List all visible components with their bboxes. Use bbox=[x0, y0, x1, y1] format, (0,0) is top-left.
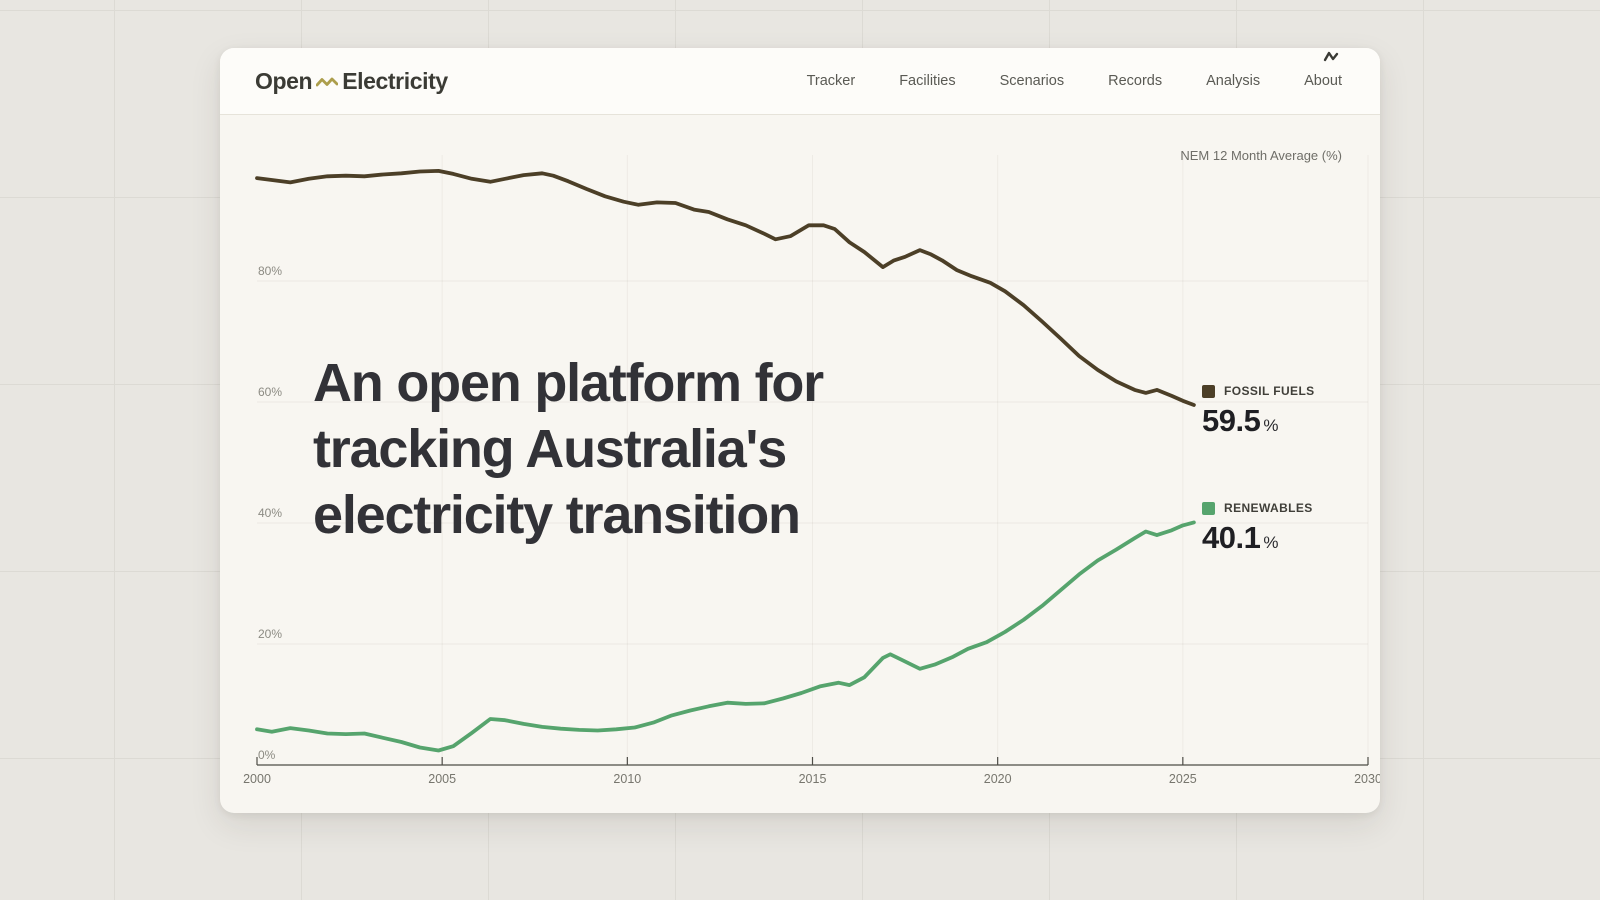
logo-link[interactable]: Open Electricity bbox=[255, 68, 448, 95]
legend-renewables: RENEWABLES 40.1% bbox=[1202, 501, 1313, 556]
renewables-value: 40.1% bbox=[1202, 520, 1278, 555]
x-axis-tick-label: 2025 bbox=[1168, 772, 1197, 786]
logo-text-open: Open bbox=[255, 67, 313, 94]
main-nav: Tracker Facilities Scenarios Records Ana… bbox=[807, 73, 1342, 89]
renewables-unit: % bbox=[1263, 533, 1278, 552]
fossil-fuels-label: FOSSIL FUELS bbox=[1224, 384, 1315, 398]
site-header: Open Electricity Tracker Facilities Scen… bbox=[220, 48, 1380, 115]
y-axis-tick-label: 80% bbox=[258, 264, 283, 278]
fossil-fuels-unit: % bbox=[1263, 416, 1278, 435]
nav-item-facilities[interactable]: Facilities bbox=[899, 73, 956, 89]
legend-fossil-fuels: FOSSIL FUELS 59.5% bbox=[1202, 384, 1315, 439]
fossil-fuels-swatch-icon bbox=[1202, 384, 1215, 398]
logo-squiggle-icon bbox=[316, 77, 339, 86]
y-axis-tick-label: 20% bbox=[258, 627, 283, 641]
x-axis-tick-label: 2020 bbox=[983, 772, 1012, 786]
hero-headline: An open platform for tracking Australia'… bbox=[313, 351, 824, 549]
headline-line-3: electricity transition bbox=[313, 484, 801, 545]
header-corner-icon[interactable] bbox=[1323, 50, 1339, 64]
headline-line-1: An open platform for bbox=[313, 353, 824, 413]
nav-item-about[interactable]: About bbox=[1304, 73, 1342, 89]
chart-subtitle: NEM 12 Month Average (%) bbox=[1180, 148, 1342, 163]
x-axis-tick-label: 2000 bbox=[243, 772, 271, 786]
nav-item-records[interactable]: Records bbox=[1108, 73, 1163, 89]
y-axis-tick-label: 0% bbox=[258, 748, 276, 762]
y-axis-tick-label: 60% bbox=[258, 385, 283, 399]
logo-text-electricity: Electricity bbox=[342, 67, 448, 94]
renewables-swatch-icon bbox=[1202, 501, 1215, 515]
nav-item-tracker[interactable]: Tracker bbox=[806, 73, 856, 89]
fossil-fuels-value: 59.5% bbox=[1202, 403, 1278, 438]
nav-item-analysis[interactable]: Analysis bbox=[1206, 73, 1261, 89]
x-axis-tick-label: 2015 bbox=[798, 772, 827, 786]
nav-item-scenarios[interactable]: Scenarios bbox=[999, 73, 1065, 89]
x-axis-tick-label: 2010 bbox=[613, 772, 642, 786]
y-axis-tick-label: 40% bbox=[258, 506, 283, 520]
x-axis-tick-label: 2005 bbox=[428, 772, 457, 786]
headline-line-2: tracking Australia's bbox=[313, 418, 787, 479]
renewables-label: RENEWABLES bbox=[1224, 501, 1313, 515]
app-window: Open Electricity Tracker Facilities Scen… bbox=[220, 48, 1380, 813]
x-axis-tick-label: 2030 bbox=[1354, 772, 1380, 786]
